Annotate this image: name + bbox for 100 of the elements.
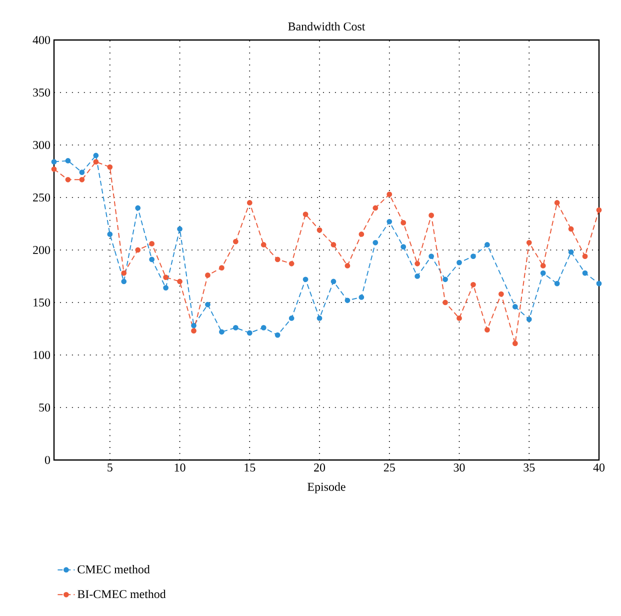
point [121,278,127,284]
point [288,316,294,321]
x-tick-label: 30 [454,464,465,472]
legend-label: CMEC method [78,564,150,574]
point [358,232,364,237]
point [582,270,588,276]
point [456,260,462,266]
point [344,298,350,304]
y-tick-label: 300 [33,140,50,150]
point [582,254,588,259]
point [330,242,336,248]
legend-label: BI-CMEC method [78,590,166,598]
point [219,329,224,335]
point [121,270,127,276]
point [414,274,420,279]
point [596,280,602,286]
point [484,327,490,332]
point [163,285,168,290]
point [400,220,406,226]
point [372,205,378,211]
point [526,316,532,322]
point [65,176,71,182]
point [316,227,322,233]
x-tick-label: 35 [524,464,535,472]
point [428,254,434,259]
point [65,158,71,164]
x-axis-title: Episode [308,482,346,494]
point [107,232,113,237]
point [274,256,280,262]
point [554,200,560,206]
point [414,260,420,266]
point [428,212,434,218]
point [386,192,392,198]
point [177,226,182,232]
point [177,278,182,284]
x-tick-label: 25 [384,464,395,472]
x-tick-label: 15 [244,464,256,472]
point [79,176,85,182]
y-tick-label: 350 [33,88,50,97]
point [93,152,99,158]
point [135,247,141,253]
point [51,166,57,172]
point [512,304,518,310]
point [554,280,560,286]
point [512,340,518,346]
point [246,330,252,336]
point [400,244,406,250]
point [302,276,308,282]
point [79,170,85,175]
point [232,324,238,330]
point [456,316,462,321]
y-tick-label: 250 [33,193,50,202]
point [386,218,392,224]
point [470,282,476,288]
point [163,274,168,280]
point [372,240,378,246]
point [288,260,294,266]
point [149,256,155,262]
y-tick-label: 100 [34,350,50,360]
point [498,291,504,297]
chart-title: Bandwidth Cost [288,22,366,30]
point [232,238,238,244]
point [484,242,490,248]
point [470,254,476,259]
y-tick-label: 200 [33,246,50,254]
point [316,316,322,321]
x-tick-label: 40 [593,464,605,472]
point [540,270,546,276]
point [358,294,364,300]
x-tick-label: 5 [108,464,112,472]
point [93,159,99,164]
y-tick-label: 400 [32,36,50,44]
point [191,322,196,328]
point [302,212,308,217]
point [205,272,210,278]
point [107,164,113,170]
point [344,263,350,268]
x-tick-label: 20 [314,464,326,472]
point [260,242,266,248]
x-tick-label: 10 [174,464,186,472]
point [540,263,546,268]
point [205,302,210,308]
point [442,276,448,282]
point [246,200,252,206]
point [330,278,336,284]
point [274,332,280,338]
point [442,300,448,306]
y-tick-label: 0 [44,456,50,464]
y-tick-label: 50 [39,403,50,412]
point [260,324,266,330]
point [51,159,57,164]
point [149,241,155,246]
point [568,226,574,232]
point [191,328,196,334]
point [596,207,602,213]
point [135,205,141,211]
point [219,265,224,271]
point [568,249,574,255]
point [526,240,532,246]
y-tick-label: 150 [34,298,50,307]
